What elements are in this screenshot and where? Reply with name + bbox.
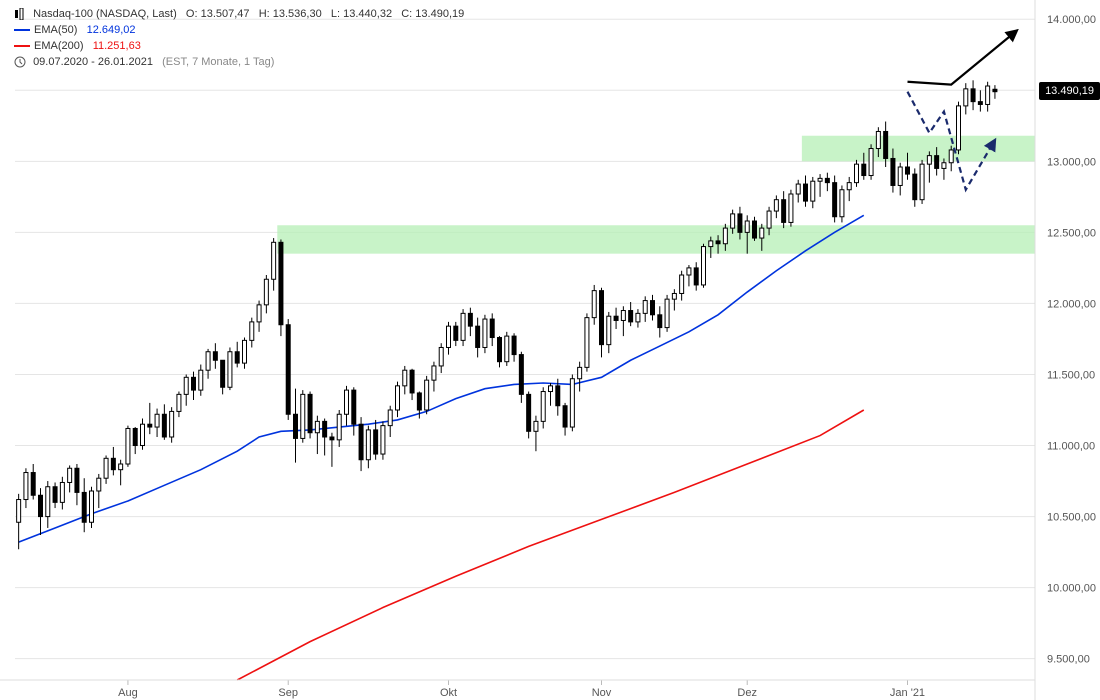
svg-text:10.500,00: 10.500,00 [1047, 512, 1096, 524]
ema50-value: 12.649,02 [87, 24, 136, 36]
svg-text:Nov: Nov [592, 687, 612, 699]
ema50-legend: EMA(50) 12.649,02 [14, 24, 136, 36]
svg-text:11.000,00: 11.000,00 [1047, 441, 1095, 453]
svg-text:13.000,00: 13.000,00 [1047, 156, 1096, 168]
svg-text:12.500,00: 12.500,00 [1047, 227, 1096, 239]
clock-icon [14, 56, 26, 68]
ohlc-close: 13.490,19 [415, 8, 464, 20]
svg-text:11.500,00: 11.500,00 [1047, 369, 1095, 381]
svg-text:Sep: Sep [278, 687, 298, 699]
svg-text:12.000,00: 12.000,00 [1047, 298, 1096, 310]
svg-text:9.500,00: 9.500,00 [1047, 654, 1090, 666]
period-row: 09.07.2020 - 26.01.2021 (EST, 7 Monate, … [14, 56, 274, 68]
svg-text:Okt: Okt [440, 687, 457, 699]
svg-text:Aug: Aug [118, 687, 138, 699]
ema200-legend: EMA(200) 11.251,63 [14, 40, 141, 52]
period-text: 09.07.2020 - 26.01.2021 [33, 56, 153, 68]
last-price-tag: 13.490,19 [1039, 82, 1100, 100]
ohlc-high: 13.536,30 [273, 8, 322, 20]
ohlc-open: 13.507,47 [201, 8, 250, 20]
svg-text:14.000,00: 14.000,00 [1047, 14, 1096, 26]
ohlc-low: 13.440,32 [343, 8, 392, 20]
svg-text:Jan '21: Jan '21 [890, 687, 925, 699]
period-note: (EST, 7 Monate, 1 Tag) [162, 56, 274, 68]
chart-title-row: Nasdaq-100 (NASDAQ, Last) O: 13.507,47 H… [14, 8, 464, 20]
ema200-value: 11.251,63 [93, 40, 141, 52]
svg-text:Dez: Dez [737, 687, 757, 699]
candlestick-chart: 9.500,00 10.000,00 10.500,00 11.000,00 11.50… [0, 0, 1100, 700]
instrument-name: Nasdaq-100 (NASDAQ, Last) [33, 8, 177, 20]
svg-text:10.000,00: 10.000,00 [1047, 583, 1096, 595]
candles-icon [14, 8, 26, 20]
